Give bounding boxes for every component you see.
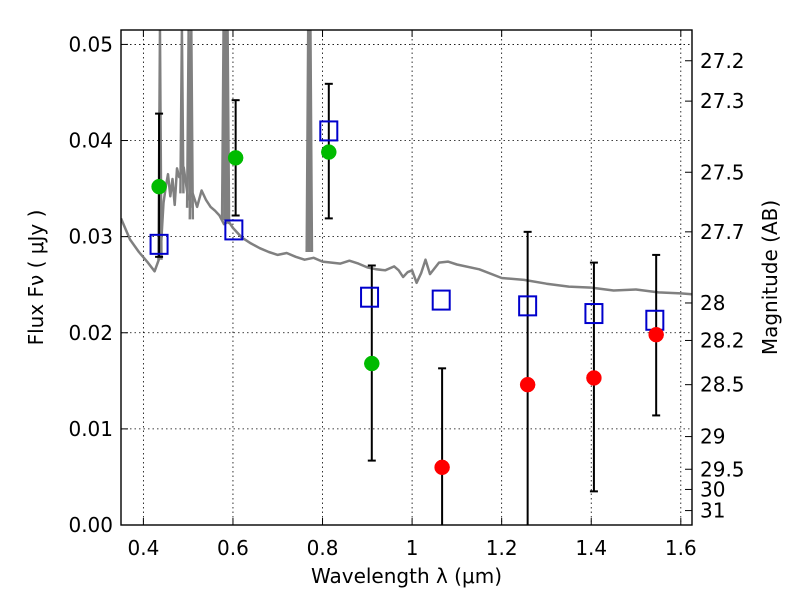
model-photometry-square xyxy=(149,233,169,255)
model-photometry-square xyxy=(584,303,604,325)
magnitude-tick-label: 27.7 xyxy=(700,220,745,244)
magnitude-tick-label: 28.5 xyxy=(700,373,745,397)
magnitude-tick-label: 29 xyxy=(700,425,725,449)
x-tick-label: 0.6 xyxy=(217,536,249,560)
detection-point xyxy=(364,355,380,372)
model-sed-line xyxy=(121,166,692,296)
upper-limit-point xyxy=(648,326,664,343)
model-photometry-square xyxy=(431,289,451,311)
x-tick-label: 1.4 xyxy=(575,536,607,560)
y-tick-label: 0.04 xyxy=(68,129,113,153)
emission-line-spike xyxy=(188,30,195,220)
marker-layer xyxy=(149,120,665,476)
y-axis-title: Flux Fν ( μJy ) xyxy=(24,210,48,346)
y-tick-label: 0.03 xyxy=(68,225,113,249)
magnitude-tick-label: 27.5 xyxy=(700,160,745,184)
detection-point xyxy=(321,144,337,160)
magnitude-tick-label: 27.2 xyxy=(700,49,745,73)
x-tick-label: 0.8 xyxy=(307,536,339,560)
model-layer xyxy=(121,30,692,296)
y-tick-label: 0.01 xyxy=(68,417,113,441)
y-tick-label: 0.00 xyxy=(68,513,113,537)
tick-layer: 0.4 0.6 0.8 1 1.2 1.4 1.6 0.00 0.01 0.02 0.03 0.04 0… xyxy=(68,30,745,560)
emission-line-spike xyxy=(307,30,314,253)
right-axis-title: Magnitude (AB) xyxy=(758,200,782,355)
magnitude-tick-label: 28.2 xyxy=(700,328,745,352)
upper-limit-point xyxy=(586,370,602,386)
y-tick-label: 0.05 xyxy=(68,32,113,56)
magnitude-tick-label: 29.5 xyxy=(700,457,745,481)
magnitude-tick-label: 30 xyxy=(700,477,725,501)
model-photometry-square xyxy=(224,219,244,241)
model-photometry-square xyxy=(360,286,380,308)
x-tick-label: 0.4 xyxy=(127,536,159,560)
model-photometry-square xyxy=(518,295,538,317)
magnitude-tick-label: 28 xyxy=(700,291,725,315)
x-tick-label: 1.6 xyxy=(665,536,697,560)
model-photometry-square xyxy=(319,120,339,142)
x-tick-label: 1 xyxy=(406,536,419,560)
detection-point xyxy=(227,150,244,166)
upper-limit-point xyxy=(519,376,536,393)
plot-frame xyxy=(120,29,693,526)
x-tick-label: 1.2 xyxy=(486,536,518,560)
detection-point xyxy=(151,178,167,195)
magnitude-tick-label: 27.3 xyxy=(700,89,745,113)
magnitude-tick-label: 31 xyxy=(700,499,725,523)
upper-limit-point xyxy=(434,459,450,476)
emission-line-spike xyxy=(179,30,185,194)
x-axis-title: Wavelength λ (μm) xyxy=(311,564,502,588)
y-tick-label: 0.02 xyxy=(68,321,113,345)
